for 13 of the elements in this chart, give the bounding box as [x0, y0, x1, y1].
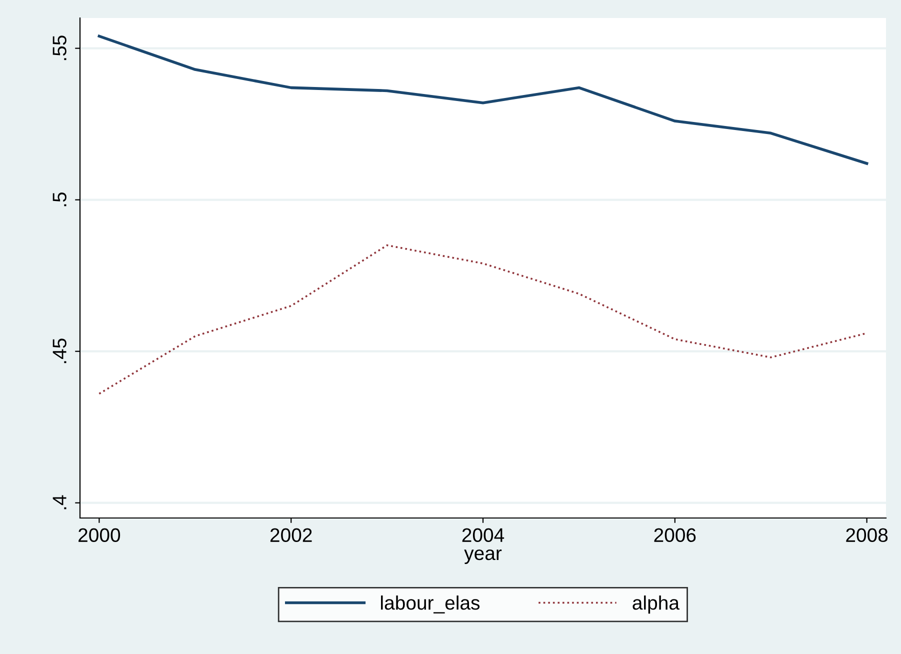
legend-label: labour_elas — [381, 595, 480, 614]
y-tick-label: .55 — [52, 36, 66, 60]
line-series — [98, 34, 868, 165]
x-tick-label: 2008 — [846, 528, 888, 542]
x-tick-label: 2000 — [78, 528, 120, 542]
y-tick-label: .4 — [52, 495, 66, 510]
y-tick-label: .45 — [52, 338, 66, 364]
x-tick-label: 2006 — [654, 528, 696, 542]
y-tick-label: .5 — [52, 192, 66, 206]
x-tick-label: 2004 — [462, 528, 504, 542]
x-axis-title: year — [464, 549, 502, 564]
x-tick-label: 2002 — [270, 528, 312, 542]
legend-label: alpha — [632, 595, 680, 614]
